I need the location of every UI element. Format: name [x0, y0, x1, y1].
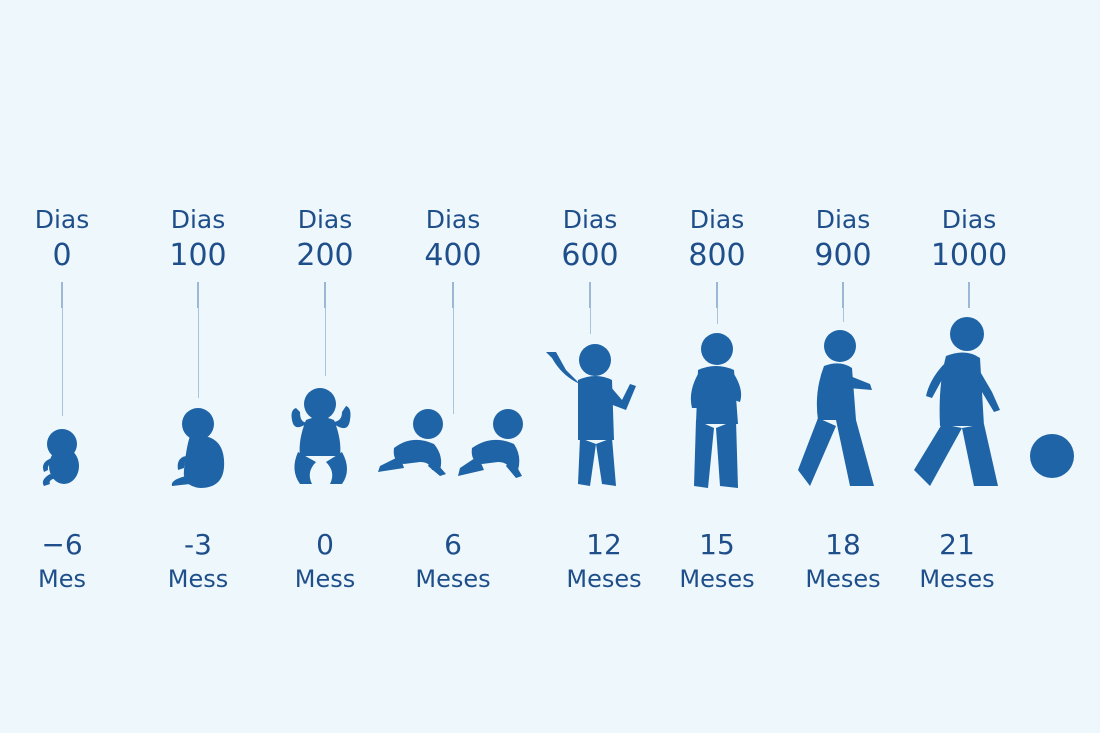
crawling-baby-icon: [378, 409, 523, 478]
days-value: 1000: [930, 238, 1008, 273]
days-label: Dias: [297, 205, 353, 234]
connector-line: [589, 308, 591, 334]
months-label: Mess: [167, 565, 229, 593]
days-value: 800: [688, 238, 746, 273]
ball-icon: [1030, 434, 1074, 478]
fetus-late-icon: [171, 408, 225, 488]
connector-line: [842, 308, 844, 322]
days-value: 200: [296, 238, 354, 273]
tick-mark: [61, 282, 63, 308]
fetus-icon: [42, 429, 79, 486]
days-label: Dias: [425, 205, 481, 234]
tick-mark: [842, 282, 844, 308]
standing-toddler-icon: [546, 344, 636, 486]
sitting-baby-icon: [291, 388, 351, 484]
months-value: 6: [444, 528, 462, 561]
tick-mark: [197, 282, 199, 308]
walking-child-icon: [798, 330, 874, 486]
days-label: Dias: [689, 205, 745, 234]
months-label: Mess: [294, 565, 356, 593]
months-value: 21: [939, 528, 975, 561]
months-label: Mes: [38, 565, 86, 593]
connector-line: [324, 308, 326, 376]
connector-line: [452, 308, 454, 414]
days-label: Dias: [815, 205, 871, 234]
months-label: Meses: [415, 565, 491, 593]
standing-child-icon: [690, 333, 742, 488]
tick-mark: [716, 282, 718, 308]
days-label: Dias: [34, 205, 90, 234]
days-value: 600: [561, 238, 619, 273]
walking-child-large-icon: [914, 317, 1000, 486]
days-value: 100: [169, 238, 227, 273]
months-value: 15: [699, 528, 735, 561]
months-value: 0: [316, 528, 334, 561]
tick-mark: [589, 282, 591, 308]
connector-line: [197, 308, 199, 398]
months-label: Meses: [805, 565, 881, 593]
days-value: 400: [424, 238, 482, 273]
days-value: 900: [814, 238, 872, 273]
tick-mark: [968, 282, 970, 308]
months-value: 12: [586, 528, 622, 561]
connector-line: [61, 308, 63, 416]
connector-line: [716, 308, 718, 324]
months-label: Meses: [566, 565, 642, 593]
days-label: Dias: [941, 205, 997, 234]
months-value: −6: [41, 528, 83, 561]
tick-mark: [324, 282, 326, 308]
days-label: Dias: [170, 205, 226, 234]
tick-mark: [452, 282, 454, 308]
days-label: Dias: [562, 205, 618, 234]
months-label: Meses: [919, 565, 995, 593]
months-label: Meses: [679, 565, 755, 593]
months-value: 18: [825, 528, 861, 561]
days-value: 0: [52, 238, 72, 273]
months-value: -3: [184, 528, 212, 561]
